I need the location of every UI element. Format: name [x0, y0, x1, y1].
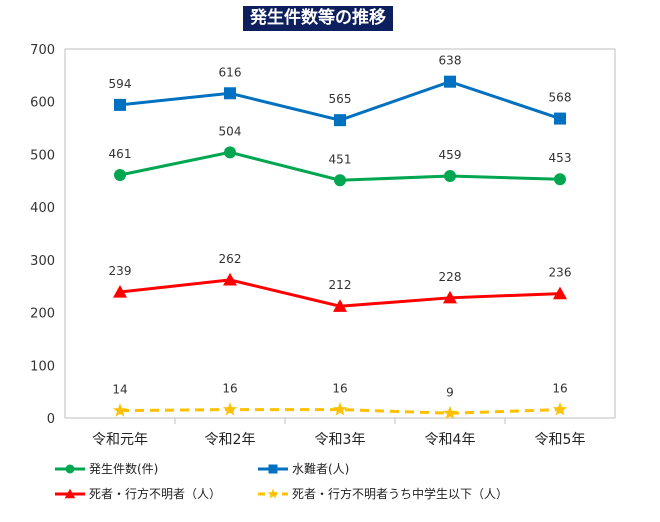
legend-label: 死者・行方不明者うち中学生以下（人）: [292, 487, 509, 501]
data-label: 594: [109, 77, 132, 91]
data-label: 262: [219, 252, 242, 266]
data-label: 638: [439, 54, 462, 68]
y-tick-label: 100: [30, 359, 55, 374]
triangle-marker: [113, 285, 127, 298]
square-marker: [444, 75, 456, 88]
legend-item: 死者・行方不明者（人）: [55, 485, 221, 502]
chart-title: 発生件数等の推移: [243, 6, 393, 31]
x-tick-label: 令和5年: [535, 432, 586, 448]
square-marker: [554, 112, 566, 125]
triangle-marker: [553, 286, 567, 300]
circle-marker: [224, 146, 236, 159]
legend-swatch: [258, 464, 288, 473]
y-tick-label: 500: [30, 148, 55, 163]
y-tick-label: 200: [30, 307, 55, 322]
data-label: 236: [549, 266, 572, 280]
data-label: 459: [439, 148, 462, 162]
circle-marker: [114, 168, 126, 181]
x-tick-label: 令和2年: [205, 432, 256, 448]
legend-item: 死者・行方不明者うち中学生以下（人）: [258, 485, 508, 502]
x-tick-label: 令和元年: [92, 432, 148, 448]
y-tick-label: 600: [30, 96, 55, 111]
data-label: 565: [329, 92, 352, 106]
data-label: 9: [446, 385, 454, 399]
data-label: 228: [439, 270, 462, 284]
triangle-marker: [64, 488, 76, 498]
data-label: 14: [112, 383, 127, 397]
circle-marker: [554, 173, 566, 186]
star-marker: [112, 403, 128, 417]
circle-marker: [444, 170, 456, 183]
y-tick-label: 0: [47, 412, 55, 427]
triangle-marker: [443, 290, 457, 304]
plot-area: [64, 48, 616, 419]
star-marker: [222, 402, 238, 416]
star-marker: [267, 487, 279, 499]
data-label: 451: [329, 152, 352, 166]
data-label: 212: [329, 278, 352, 292]
star-marker: [552, 402, 568, 416]
square-marker: [268, 464, 278, 473]
square-marker: [114, 98, 126, 111]
legend-label: 発生件数(件): [89, 462, 159, 476]
circle-marker: [65, 464, 75, 473]
triangle-marker: [223, 272, 237, 286]
square-marker: [224, 87, 236, 100]
data-label: 239: [109, 264, 132, 278]
y-tick-label: 700: [30, 43, 55, 58]
y-tick-label: 400: [30, 201, 55, 216]
legend-swatch: [55, 464, 85, 473]
data-label: 504: [219, 124, 242, 138]
star-marker: [442, 405, 458, 420]
square-marker: [334, 114, 346, 127]
circle-marker: [334, 174, 346, 187]
data-label: 568: [549, 91, 572, 105]
data-label: 461: [109, 147, 132, 161]
data-label: 16: [552, 382, 567, 396]
data-label: 16: [222, 382, 237, 396]
data-label: 16: [332, 382, 347, 396]
legend-item: 発生件数(件): [55, 460, 158, 477]
x-tick-label: 令和4年: [425, 432, 476, 448]
legend-item: 水難者(人): [258, 460, 349, 477]
data-label: 616: [219, 65, 242, 79]
legend-label: 水難者(人): [292, 462, 350, 476]
series-line: [119, 408, 561, 415]
legend-label: 死者・行方不明者（人）: [89, 487, 222, 501]
x-tick-label: 令和3年: [315, 432, 366, 448]
star-marker: [332, 402, 348, 416]
triangle-marker: [333, 299, 347, 312]
data-label: 453: [549, 151, 572, 165]
y-tick-label: 300: [30, 254, 55, 269]
legend-swatch: [55, 488, 85, 498]
legend-swatch: [258, 487, 288, 499]
line-chart: 0 100 200 300 400 500 600 700 令和元年 令和2年 令和3年 令和4年 令和…: [30, 43, 616, 448]
